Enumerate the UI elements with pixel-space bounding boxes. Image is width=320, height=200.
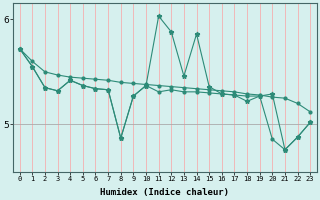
X-axis label: Humidex (Indice chaleur): Humidex (Indice chaleur): [100, 188, 229, 197]
